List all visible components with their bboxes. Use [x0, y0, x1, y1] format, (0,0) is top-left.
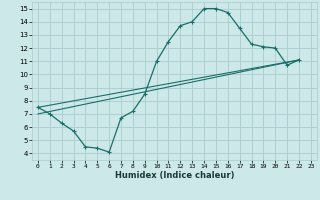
- X-axis label: Humidex (Indice chaleur): Humidex (Indice chaleur): [115, 171, 234, 180]
